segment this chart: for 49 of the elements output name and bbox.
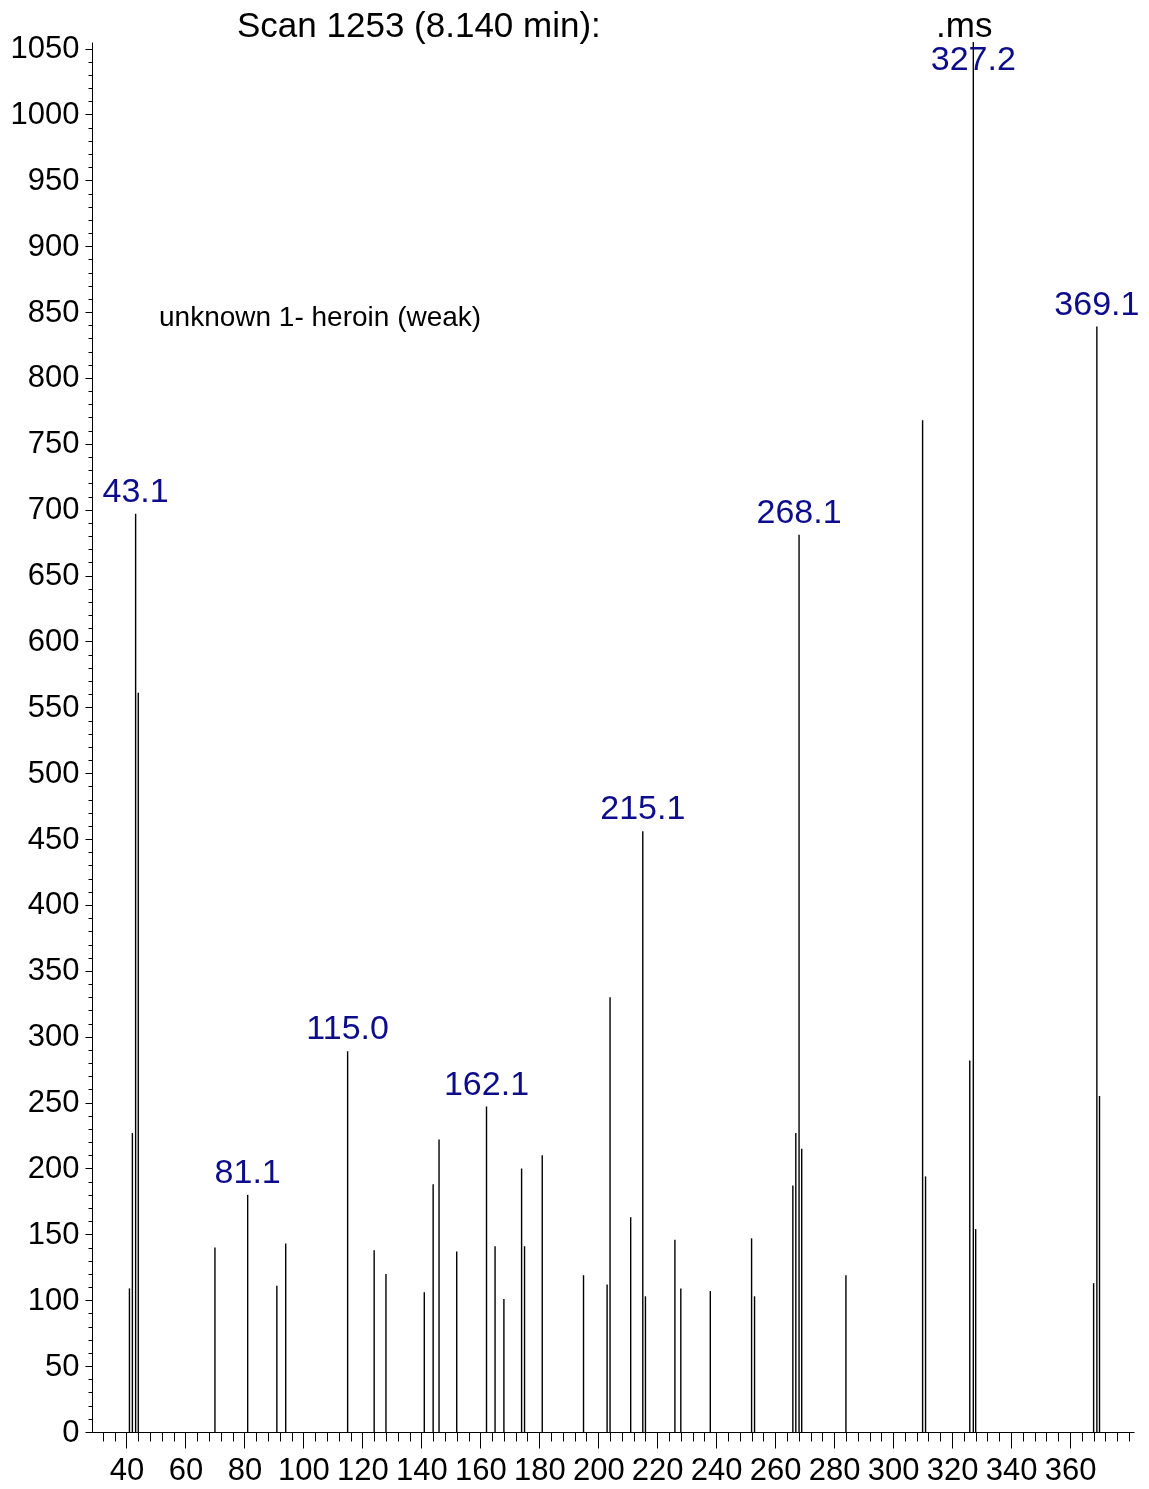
x-tick-label: 60 (168, 1451, 204, 1487)
chart-subtitle: .ms (936, 5, 993, 44)
annotation: unknown 1- heroin (weak) (159, 301, 482, 332)
x-tick-label: 340 (985, 1451, 1038, 1487)
x-tick-label: 360 (1044, 1451, 1097, 1487)
y-tick-label: 950 (27, 161, 80, 197)
y-tick-label: 750 (27, 425, 80, 461)
x-tick-label: 80 (227, 1451, 263, 1487)
y-tick-label: 650 (27, 557, 80, 593)
x-tick-label: 140 (395, 1451, 448, 1487)
y-tick-label: 300 (27, 1018, 80, 1054)
x-tick-label: 280 (808, 1451, 861, 1487)
y-tick-label: 500 (27, 754, 80, 790)
x-tick-label: 120 (337, 1451, 389, 1487)
y-tick-label: 50 (45, 1347, 80, 1383)
y-tick-label: 1000 (10, 95, 80, 131)
annotation: 81.1 (214, 1151, 281, 1190)
x-tick-label: 160 (454, 1451, 507, 1487)
y-tick-label: 800 (27, 359, 80, 395)
x-tick-label: 180 (513, 1451, 566, 1487)
y-tick-label: 150 (27, 1215, 80, 1251)
x-tick-label: 100 (278, 1451, 330, 1487)
y-tick-label: 0 (62, 1413, 80, 1449)
y-tick-label: 200 (27, 1149, 80, 1185)
annotation: 369.1 (1054, 283, 1140, 322)
annotation: 43.1 (102, 470, 169, 509)
y-tick-label: 250 (27, 1084, 80, 1120)
y-tick-label: 700 (27, 491, 80, 527)
annotation: 215.1 (600, 788, 686, 827)
y-tick-label: 100 (27, 1281, 80, 1317)
chart-title: Scan 1253 (8.140 min): (237, 5, 601, 44)
y-tick-label: 550 (27, 688, 80, 724)
x-tick-label: 220 (631, 1451, 684, 1487)
annotation: 115.0 (306, 1008, 389, 1047)
x-tick-label: 260 (749, 1451, 802, 1487)
x-tick-label: 200 (572, 1451, 625, 1487)
y-tick-label: 450 (27, 820, 80, 856)
x-tick-label: 300 (867, 1451, 920, 1487)
x-tick-label: 240 (690, 1451, 743, 1487)
y-tick-label: 900 (27, 227, 80, 263)
y-tick-label: 1050 (10, 30, 80, 66)
y-tick-label: 600 (27, 622, 80, 658)
x-tick-label: 40 (109, 1451, 145, 1487)
x-tick-label: 320 (926, 1451, 979, 1487)
y-tick-label: 350 (27, 952, 80, 988)
annotation: 268.1 (756, 491, 842, 530)
y-tick-label: 850 (27, 293, 80, 329)
annotation: 162.1 (443, 1063, 530, 1102)
y-tick-label: 400 (27, 886, 80, 922)
